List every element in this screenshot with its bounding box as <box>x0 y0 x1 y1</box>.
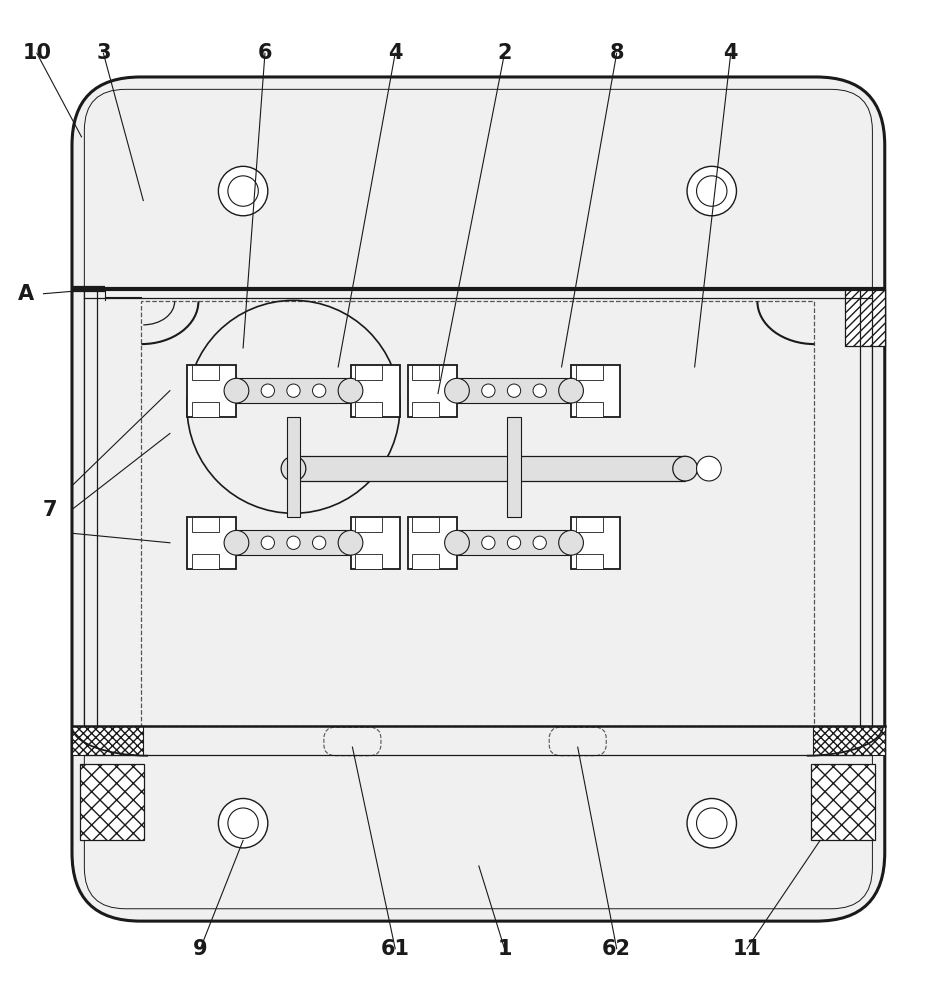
Bar <box>355 554 382 569</box>
Text: 4: 4 <box>724 43 738 63</box>
FancyBboxPatch shape <box>72 77 884 921</box>
Bar <box>350 365 400 417</box>
Text: 6: 6 <box>258 43 272 63</box>
Bar <box>350 517 400 569</box>
Circle shape <box>533 384 546 397</box>
Circle shape <box>482 384 495 397</box>
Bar <box>457 378 571 403</box>
Bar <box>80 764 145 840</box>
Bar <box>457 530 571 555</box>
Bar <box>844 289 884 346</box>
Bar <box>571 517 621 569</box>
Bar <box>412 402 439 417</box>
Text: 3: 3 <box>96 43 110 63</box>
Bar <box>187 365 236 417</box>
Bar <box>412 365 439 380</box>
Circle shape <box>338 530 363 555</box>
Text: 61: 61 <box>381 939 409 959</box>
Text: A: A <box>18 284 34 304</box>
Text: 4: 4 <box>388 43 403 63</box>
Bar <box>236 378 350 403</box>
Circle shape <box>687 798 737 848</box>
Bar <box>72 726 144 755</box>
Bar <box>287 417 300 517</box>
Bar <box>142 301 814 726</box>
Circle shape <box>261 536 274 549</box>
Text: 2: 2 <box>497 43 512 63</box>
Circle shape <box>224 378 248 403</box>
Circle shape <box>687 166 737 216</box>
Bar <box>813 726 884 755</box>
Text: 7: 7 <box>43 500 57 520</box>
Bar <box>412 517 439 532</box>
Text: 9: 9 <box>193 939 208 959</box>
Circle shape <box>312 384 326 397</box>
Circle shape <box>228 176 258 206</box>
Bar <box>192 517 219 532</box>
Bar <box>192 402 219 417</box>
Bar <box>236 530 350 555</box>
Bar <box>187 517 236 569</box>
Circle shape <box>445 378 469 403</box>
Circle shape <box>218 166 268 216</box>
Circle shape <box>445 530 469 555</box>
Bar <box>810 764 875 840</box>
Circle shape <box>507 384 521 397</box>
Circle shape <box>261 384 274 397</box>
Bar <box>576 365 603 380</box>
Circle shape <box>338 378 363 403</box>
Circle shape <box>533 536 546 549</box>
Bar <box>571 365 621 417</box>
Circle shape <box>559 378 584 403</box>
Circle shape <box>228 808 258 838</box>
Bar <box>407 365 457 417</box>
Text: 10: 10 <box>22 43 51 63</box>
Bar <box>412 554 439 569</box>
Bar <box>192 554 219 569</box>
Bar <box>576 402 603 417</box>
Bar <box>576 517 603 532</box>
Circle shape <box>697 456 722 481</box>
Bar <box>355 365 382 380</box>
Circle shape <box>281 456 306 481</box>
Text: 1: 1 <box>497 939 512 959</box>
Bar <box>507 417 521 517</box>
Bar <box>293 456 685 481</box>
Bar <box>407 517 457 569</box>
Circle shape <box>287 536 300 549</box>
Text: 11: 11 <box>732 939 762 959</box>
Circle shape <box>218 798 268 848</box>
Circle shape <box>697 808 727 838</box>
Circle shape <box>482 536 495 549</box>
Bar <box>192 365 219 380</box>
Circle shape <box>312 536 326 549</box>
Circle shape <box>559 530 584 555</box>
Circle shape <box>287 384 300 397</box>
Circle shape <box>507 536 521 549</box>
Bar <box>576 554 603 569</box>
Text: 62: 62 <box>603 939 631 959</box>
Circle shape <box>224 530 248 555</box>
Bar <box>355 402 382 417</box>
Circle shape <box>673 456 698 481</box>
Text: 8: 8 <box>609 43 624 63</box>
Circle shape <box>697 176 727 206</box>
Bar <box>355 517 382 532</box>
